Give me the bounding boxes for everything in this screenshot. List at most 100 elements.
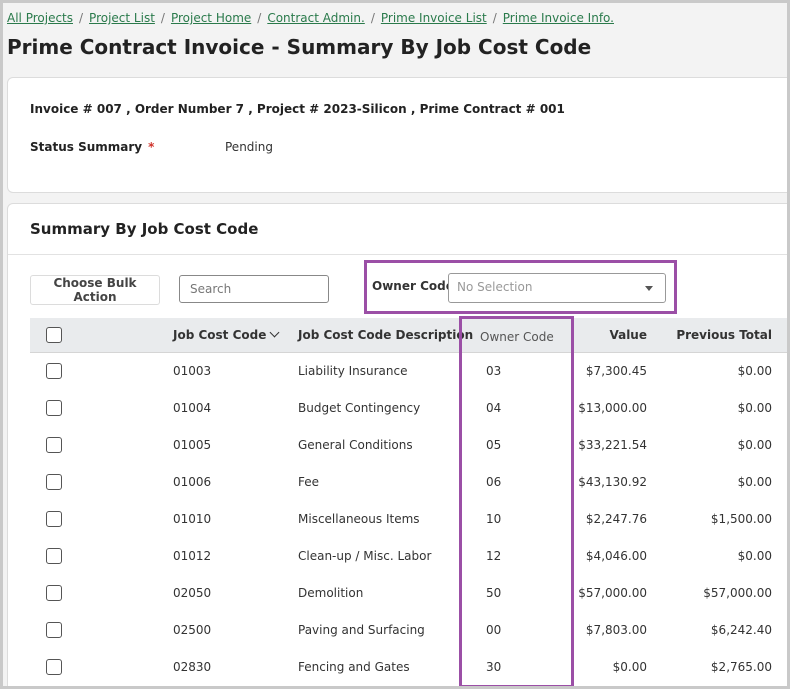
description-cell: Fencing and Gates xyxy=(298,660,410,674)
description-cell: Demolition xyxy=(298,586,364,600)
breadcrumb-separator: / xyxy=(492,11,497,25)
breadcrumb-project-list[interactable]: Project List xyxy=(89,11,155,25)
description-cell: Miscellaneous Items xyxy=(298,512,420,526)
value-cell: $0.00 xyxy=(612,660,647,674)
row-checkbox[interactable] xyxy=(46,659,62,675)
breadcrumb-separator: / xyxy=(160,11,165,25)
owner-code-cell: 06 xyxy=(486,475,502,489)
value-cell: $7,803.00 xyxy=(585,623,647,637)
table-row[interactable]: 01003 Liability Insurance 03 $7,300.45 $0.00 xyxy=(30,353,787,391)
job-cost-code-cell: 01006 xyxy=(173,475,212,489)
owner-code-cell: 12 xyxy=(486,549,502,563)
job-cost-code-cell: 02050 xyxy=(173,586,212,600)
row-checkbox[interactable] xyxy=(46,437,62,453)
status-summary-label-text: Status Summary xyxy=(30,140,143,154)
job-cost-code-cell: 01004 xyxy=(173,401,212,415)
table-row[interactable]: 01005 General Conditions 05 $33,221.54 $0.00 xyxy=(30,427,787,465)
chevron-down-icon xyxy=(645,286,653,291)
summary-title: Summary By Job Cost Code xyxy=(30,220,259,238)
owner-code-filter-label: Owner Code xyxy=(372,279,454,293)
value-cell: $4,046.00 xyxy=(585,549,647,563)
invoice-info-line: Invoice # 007 , Order Number 7 , Project… xyxy=(30,102,565,116)
previous-total-cell: $1,500.00 xyxy=(710,512,772,526)
owner-code-cell: 05 xyxy=(486,438,502,452)
owner-code-cell: 00 xyxy=(486,623,502,637)
invoice-info-card: Invoice # 007 , Order Number 7 , Project… xyxy=(7,77,787,193)
row-checkbox[interactable] xyxy=(46,363,62,379)
select-all-checkbox[interactable] xyxy=(46,327,62,343)
table-row[interactable]: 02050 Demolition 50 $57,000.00 $57,000.00 xyxy=(30,575,787,613)
page-title: Prime Contract Invoice - Summary By Job … xyxy=(7,35,592,59)
table-row[interactable]: 02500 Paving and Surfacing 00 $7,803.00 $6,2… xyxy=(30,612,787,650)
breadcrumb-prime-invoice-list[interactable]: Prime Invoice List xyxy=(380,11,487,25)
previous-total-cell: $0.00 xyxy=(737,364,772,378)
app-frame: All Projects / Project List / Project Home / C… xyxy=(3,3,787,686)
column-header-owner-code[interactable]: Owner Code xyxy=(480,330,554,344)
table-row[interactable]: 01010 Miscellaneous Items 10 $2,247.76 $1,50… xyxy=(30,501,787,539)
description-cell: Clean-up / Misc. Labor xyxy=(298,549,432,563)
owner-code-cell: 10 xyxy=(486,512,502,526)
owner-code-cell: 30 xyxy=(486,660,502,674)
column-header-job-cost-code-label: Job Cost Code xyxy=(173,328,267,342)
description-cell: Budget Contingency xyxy=(298,401,421,415)
table-row[interactable]: 01004 Budget Contingency 04 $13,000.00 $0.00 xyxy=(30,390,787,428)
breadcrumb-prime-invoice-info[interactable]: Prime Invoice Info. xyxy=(502,11,614,25)
row-checkbox[interactable] xyxy=(46,511,62,527)
owner-code-select-value: No Selection xyxy=(457,280,533,294)
job-cost-code-cell: 01010 xyxy=(173,512,212,526)
table-row[interactable]: 01012 Clean-up / Misc. Labor 12 $4,046.00 $0… xyxy=(30,538,787,576)
breadcrumb-project-home[interactable]: Project Home xyxy=(170,11,252,25)
sort-chevron-down-icon xyxy=(269,327,280,338)
previous-total-cell: $0.00 xyxy=(737,475,772,489)
description-cell: Paving and Surfacing xyxy=(298,623,425,637)
value-cell: $43,130.92 xyxy=(578,475,647,489)
value-cell: $2,247.76 xyxy=(585,512,647,526)
previous-total-cell: $0.00 xyxy=(737,549,772,563)
summary-card: Summary By Job Cost Code Choose Bulk Act… xyxy=(7,203,787,686)
row-checkbox[interactable] xyxy=(46,548,62,564)
job-cost-code-cell: 01012 xyxy=(173,549,212,563)
description-cell: Fee xyxy=(298,475,320,489)
row-checkbox[interactable] xyxy=(46,400,62,416)
job-cost-code-cell: 01005 xyxy=(173,438,212,452)
column-header-job-cost-code[interactable]: Job Cost Code xyxy=(173,318,280,352)
choose-bulk-action-button[interactable]: Choose Bulk Action xyxy=(30,275,160,305)
breadcrumb-separator: / xyxy=(370,11,375,25)
row-checkbox[interactable] xyxy=(46,622,62,638)
value-cell: $7,300.45 xyxy=(585,364,647,378)
table-header: Job Cost Code Job Cost Code Description … xyxy=(30,318,787,353)
breadcrumb-separator: / xyxy=(257,11,262,25)
status-summary-label: Status Summary * xyxy=(30,140,154,154)
description-cell: General Conditions xyxy=(298,438,413,452)
owner-code-cell: 50 xyxy=(486,586,502,600)
card-divider xyxy=(8,254,787,255)
description-cell: Liability Insurance xyxy=(298,364,408,378)
status-summary-value: Pending xyxy=(225,140,273,154)
job-cost-code-cell: 02830 xyxy=(173,660,212,674)
row-checkbox[interactable] xyxy=(46,474,62,490)
table-row[interactable]: 02830 Fencing and Gates 30 $0.00 $2,765.00 xyxy=(30,649,787,686)
job-cost-code-cell: 02500 xyxy=(173,623,212,637)
column-header-previous-total[interactable]: Previous Total xyxy=(676,328,772,342)
previous-total-cell: $2,765.00 xyxy=(710,660,772,674)
breadcrumb-all-projects[interactable]: All Projects xyxy=(7,11,73,25)
owner-code-select[interactable]: No Selection xyxy=(448,273,666,303)
job-cost-code-cell: 01003 xyxy=(173,364,212,378)
value-cell: $13,000.00 xyxy=(578,401,647,415)
previous-total-cell: $57,000.00 xyxy=(703,586,772,600)
column-header-description[interactable]: Job Cost Code Description xyxy=(298,328,474,342)
owner-code-cell: 03 xyxy=(486,364,502,378)
previous-total-cell: $0.00 xyxy=(737,438,772,452)
search-input[interactable] xyxy=(179,275,329,303)
breadcrumb-contract-admin[interactable]: Contract Admin. xyxy=(267,11,365,25)
row-checkbox[interactable] xyxy=(46,585,62,601)
column-header-value[interactable]: Value xyxy=(609,328,647,342)
breadcrumb-separator: / xyxy=(79,11,84,25)
owner-code-cell: 04 xyxy=(486,401,502,415)
previous-total-cell: $6,242.40 xyxy=(710,623,772,637)
table-row[interactable]: 01006 Fee 06 $43,130.92 $0.00 xyxy=(30,464,787,502)
breadcrumb: All Projects / Project List / Project Home / C… xyxy=(7,11,614,25)
value-cell: $57,000.00 xyxy=(578,586,647,600)
previous-total-cell: $0.00 xyxy=(737,401,772,415)
required-mark: * xyxy=(148,140,155,154)
